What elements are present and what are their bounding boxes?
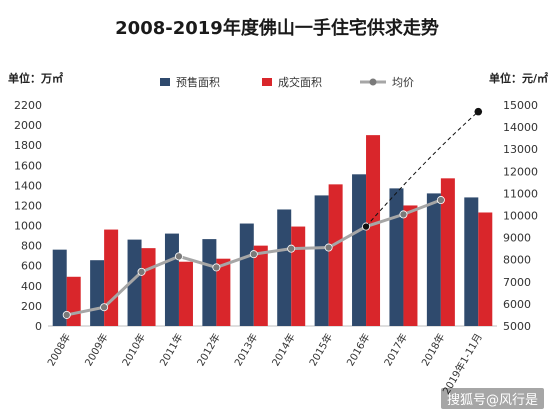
x-category-label: 2017年 <box>381 331 410 368</box>
y-left-tick-label: 2200 <box>14 99 42 112</box>
y-left-tick-label: 1400 <box>14 179 42 192</box>
legend-label-transaction: 成交面积 <box>278 76 322 89</box>
price-point <box>436 196 445 205</box>
y-right-tick-label: 5000 <box>503 320 531 333</box>
y-left-tick-label: 1600 <box>14 159 42 172</box>
legend-label-price: 均价 <box>392 76 414 89</box>
y-left-tick-label: 0 <box>35 320 42 333</box>
legend-swatch-transaction <box>262 78 272 86</box>
y-right-tick-label: 13000 <box>503 143 538 156</box>
y-right-tick-label: 10000 <box>503 210 538 223</box>
chart-title: 2008-2019年度佛山一手住宅供求走势 <box>115 18 439 39</box>
x-category-label: 2019年1-11月 <box>440 331 485 397</box>
bar-transaction <box>66 276 81 326</box>
bar-transaction <box>253 245 268 326</box>
y-right-tick-label: 12000 <box>503 165 538 178</box>
price-point <box>137 267 146 276</box>
price-point <box>100 303 109 312</box>
price-point <box>287 244 296 253</box>
legend-label-presale: 预售面积 <box>176 76 220 89</box>
x-category-label: 2010年 <box>119 331 148 368</box>
y-right-tick-label: 7000 <box>503 276 531 289</box>
y-right-tick-label: 11000 <box>503 187 538 200</box>
y-left-tick-label: 1200 <box>14 199 42 212</box>
y-left-tick-label: 1000 <box>14 220 42 233</box>
y-right-tick-label: 8000 <box>503 254 531 267</box>
x-category-label: 2013年 <box>231 331 260 368</box>
bar-presale <box>314 195 329 326</box>
price-point <box>212 263 221 272</box>
x-category-label: 2009年 <box>82 331 111 368</box>
price-point <box>474 107 483 116</box>
bar-transaction <box>104 229 119 326</box>
legend-item-presale: 预售面积 <box>160 74 220 90</box>
bar-presale <box>90 260 105 326</box>
bar-transaction <box>440 178 455 326</box>
x-category-label: 2012年 <box>194 331 223 368</box>
y-right-tick-label: 6000 <box>503 298 531 311</box>
legend-item-price: 均价 <box>360 74 414 90</box>
bar-transaction <box>403 205 418 326</box>
y-left-tick-label: 2000 <box>14 119 42 132</box>
bar-transaction <box>141 248 156 326</box>
y-left-tick-label: 600 <box>21 260 42 273</box>
bar-transaction <box>178 261 193 326</box>
bar-presale <box>164 233 179 326</box>
legend-swatch-presale <box>160 78 170 86</box>
bar-transaction <box>216 258 231 326</box>
bar-presale <box>352 174 367 326</box>
x-category-label: 2018年 <box>418 331 447 368</box>
y-right-tick-label: 14000 <box>503 121 538 134</box>
legend-item-transaction: 成交面积 <box>262 74 322 90</box>
bar-transaction <box>478 212 493 326</box>
bar-transaction <box>291 226 306 326</box>
legend-swatch-price <box>360 78 386 86</box>
bar-presale <box>277 209 292 326</box>
bar-presale <box>239 223 254 326</box>
x-category-label: 2014年 <box>269 331 298 368</box>
price-point <box>249 250 258 259</box>
right-axis-unit: 单位：元/㎡ <box>488 72 548 85</box>
bar-presale <box>202 239 217 326</box>
bar-presale <box>464 197 479 326</box>
y-right-tick-label: 9000 <box>503 232 531 245</box>
y-left-tick-label: 1800 <box>14 139 42 152</box>
bar-transaction <box>366 135 381 326</box>
trend-dashed-line <box>365 111 479 227</box>
price-point <box>399 210 408 219</box>
price-point <box>174 252 183 261</box>
x-category-label: 2008年 <box>44 331 73 368</box>
y-right-tick-label: 15000 <box>503 99 538 112</box>
y-left-tick-label: 200 <box>21 300 42 313</box>
x-category-label: 2011年 <box>157 331 186 368</box>
bar-presale <box>389 188 404 326</box>
y-left-tick-label: 400 <box>21 280 42 293</box>
bar-presale <box>52 249 67 326</box>
price-point <box>62 310 71 319</box>
left-axis-unit: 单位：万㎡ <box>8 72 63 85</box>
bar-presale <box>426 193 441 326</box>
bar-presale <box>127 239 142 326</box>
watermark: 搜狐号@风行是 <box>440 388 544 409</box>
x-category-label: 2016年 <box>344 331 373 368</box>
x-category-label: 2015年 <box>306 331 335 368</box>
y-left-tick-label: 800 <box>21 240 42 253</box>
bar-transaction <box>328 184 343 326</box>
price-point <box>324 243 333 252</box>
